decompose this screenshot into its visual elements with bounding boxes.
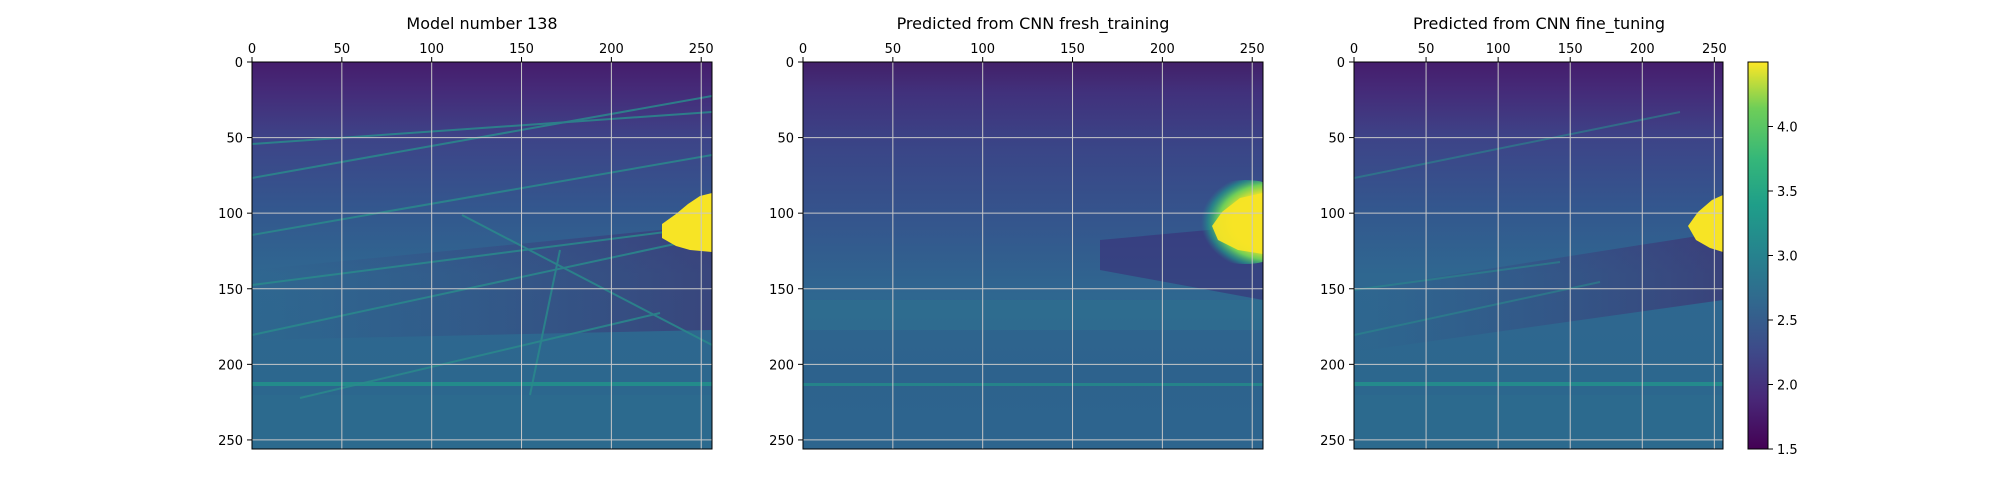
axes-overlay: 0 50 100 150 200 250 0 50 100 150 200 250 0 50 100 150 2… <box>218 42 1727 450</box>
panel-2-heatmap <box>803 62 1263 449</box>
y-tick-label: 250 <box>218 434 243 449</box>
x-tick-label: 200 <box>599 42 624 57</box>
colorbar: 1.5 2.0 2.5 3.0 3.5 4.0 <box>1747 61 1798 458</box>
panel-1-heatmap <box>252 62 712 449</box>
x-tick-label: 250 <box>689 42 714 57</box>
colorbar-tick-label: 1.5 <box>1777 443 1798 458</box>
x-tick-label: 100 <box>419 42 444 57</box>
x-tick-label: 50 <box>1418 42 1435 57</box>
x-tick-label: 200 <box>1150 42 1175 57</box>
y-tick-label: 0 <box>786 56 794 71</box>
y-tick-label: 250 <box>1320 434 1345 449</box>
panel-2-border <box>802 61 1264 450</box>
colorbar-tick-label: 4.0 <box>1777 121 1798 136</box>
colorbar-tick-label: 3.0 <box>1777 250 1798 265</box>
panel-2: Predicted from CNN fresh_training <box>802 14 1264 450</box>
panel-3-heatmap <box>1354 62 1723 449</box>
y-tick-label: 50 <box>777 132 794 147</box>
colorbar-ticks: 1.5 2.0 2.5 3.0 3.5 4.0 <box>1768 121 1798 458</box>
panel-3-border <box>1353 61 1724 450</box>
y-tick-label: 50 <box>1328 132 1345 147</box>
x-tick-label: 0 <box>248 42 256 57</box>
y-tick-label: 50 <box>226 132 243 147</box>
x-tick-label: 250 <box>1240 42 1265 57</box>
x-tick-label: 0 <box>1350 42 1358 57</box>
colorbar-bar <box>1747 61 1769 450</box>
panel-1-axes: 0 50 100 150 200 250 0 50 100 150 200 250 <box>218 42 714 450</box>
panel-1-border <box>251 61 713 450</box>
y-tick-label: 200 <box>218 358 243 373</box>
x-tick-label: 100 <box>970 42 995 57</box>
colorbar-tick-label: 3.5 <box>1777 185 1798 200</box>
x-tick-label: 150 <box>1558 42 1583 57</box>
panel-3: Predicted from CNN fine_tuning <box>1353 14 1724 450</box>
colorbar-tick-label: 2.5 <box>1777 314 1798 329</box>
y-tick-label: 0 <box>1337 56 1345 71</box>
y-tick-label: 250 <box>769 434 794 449</box>
panel-3-axes: 0 50 100 150 200 250 0 50 100 150 200 250 <box>1320 42 1727 450</box>
y-tick-label: 200 <box>1320 358 1345 373</box>
panel-1: Model number 138 <box>251 14 713 450</box>
y-tick-label: 200 <box>769 358 794 373</box>
x-tick-label: 0 <box>799 42 807 57</box>
y-tick-label: 150 <box>769 283 794 298</box>
x-tick-label: 50 <box>334 42 351 57</box>
panel-1-title: Model number 138 <box>406 14 557 33</box>
y-tick-label: 150 <box>1320 283 1345 298</box>
y-tick-label: 100 <box>769 207 794 222</box>
panel-2-axes: 0 50 100 150 200 250 0 50 100 150 200 250 <box>769 42 1265 450</box>
x-tick-label: 100 <box>1486 42 1511 57</box>
x-tick-label: 50 <box>885 42 902 57</box>
y-tick-label: 100 <box>1320 207 1345 222</box>
colorbar-tick-label: 2.0 <box>1777 379 1798 394</box>
y-tick-label: 150 <box>218 283 243 298</box>
panel-2-title: Predicted from CNN fresh_training <box>897 14 1170 34</box>
y-tick-label: 0 <box>235 56 243 71</box>
panel-3-title: Predicted from CNN fine_tuning <box>1413 14 1665 34</box>
x-tick-label: 250 <box>1702 42 1727 57</box>
x-tick-label: 200 <box>1630 42 1655 57</box>
x-tick-label: 150 <box>1060 42 1085 57</box>
y-tick-label: 100 <box>218 207 243 222</box>
x-tick-label: 150 <box>509 42 534 57</box>
